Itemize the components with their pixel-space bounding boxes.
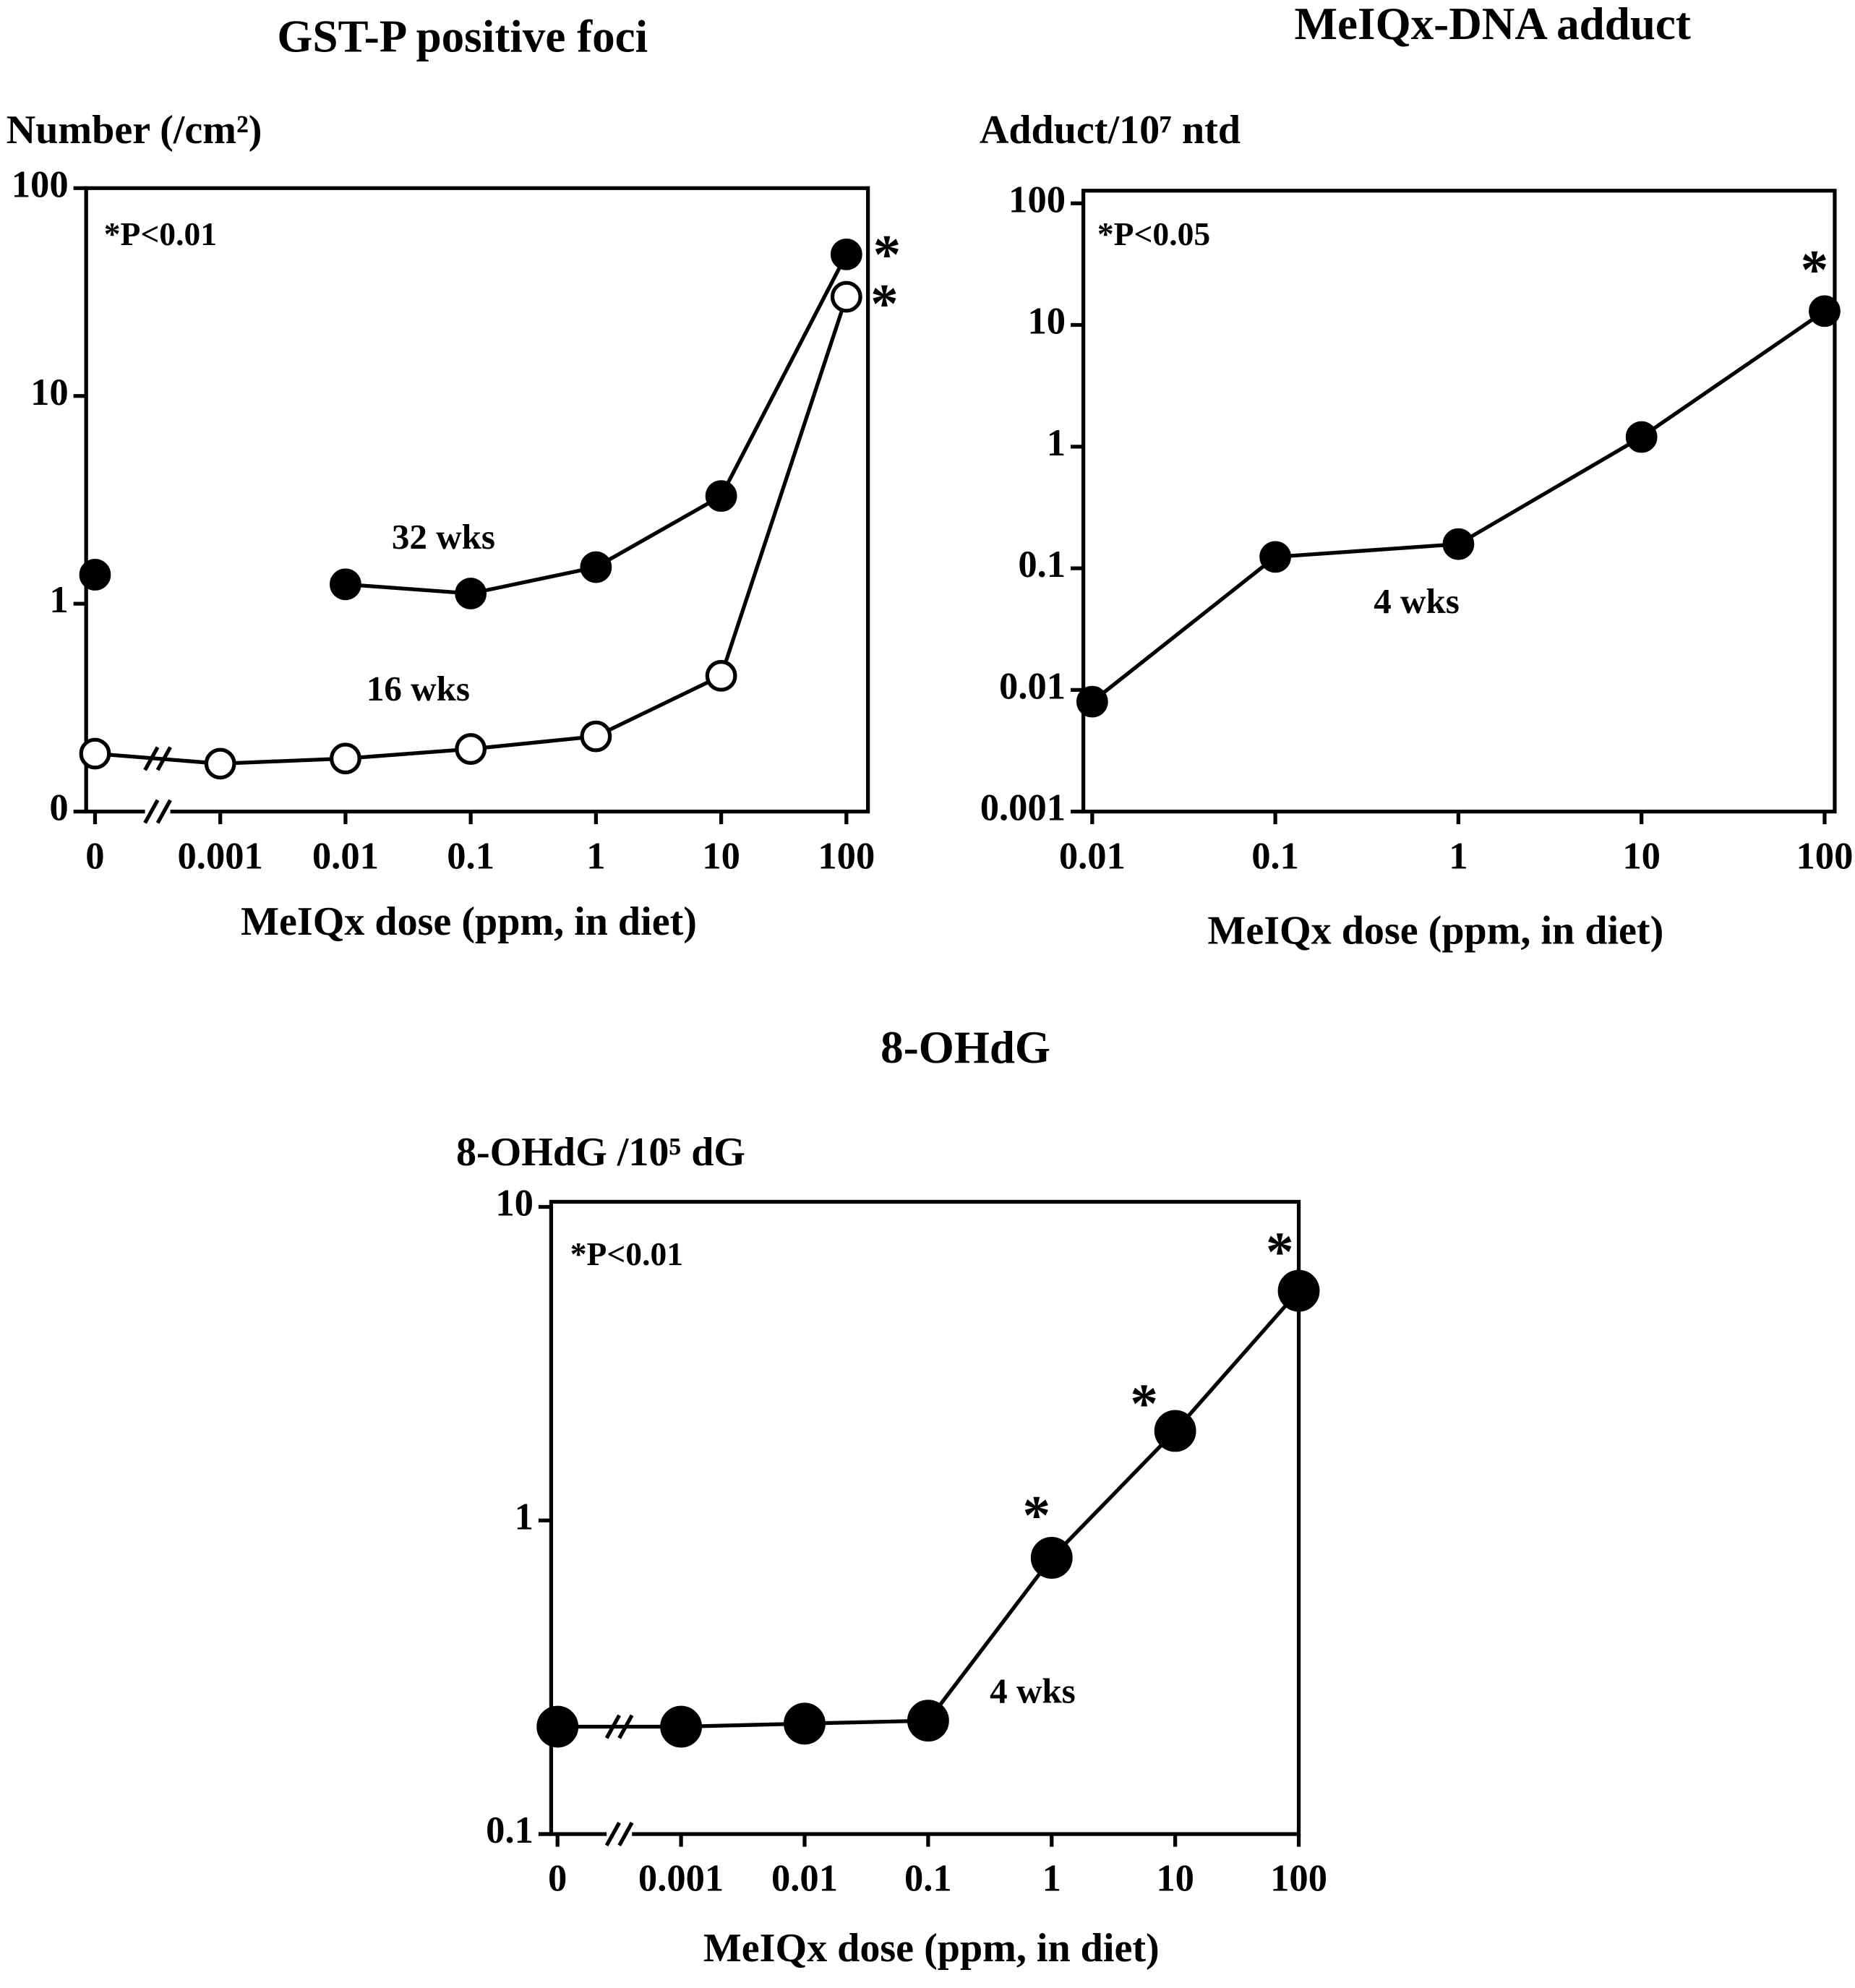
marker [79,737,111,770]
y-tick-label: 1 [1047,422,1066,464]
marker [580,720,612,753]
chart-title: 8-OHdG [881,1022,1050,1073]
axis-break [604,1822,621,1847]
axis-break [155,799,172,824]
marker [1442,528,1475,560]
marker [705,659,737,692]
marker [784,1702,826,1745]
axis-break-gap [607,1830,633,1838]
y-tick-label: 100 [12,163,69,205]
x-tick-label: 10 [1156,1858,1194,1900]
series-line [557,1289,1301,1729]
x-tick-label: 0.1 [447,835,494,877]
x-tick-label: 10 [702,835,740,877]
x-axis-label: MeIQx dose (ppm, in diet) [703,1926,1160,1971]
marker [660,1705,703,1748]
x-tick-label: 10 [1622,835,1661,877]
marker [79,559,111,591]
annotation: * [1266,1220,1294,1282]
marker [580,551,612,583]
annotation: * [1022,1484,1050,1546]
x-tick-label: 0.01 [1059,835,1126,877]
y-axis-label: Adduct/10⁷ ntd [980,108,1241,153]
series-label: 32 wks [392,517,495,557]
plot-frame [84,186,870,814]
y-axis-label: 8-OHdG /10⁵ dG [456,1130,745,1175]
annotation: * [1801,239,1829,301]
y-tick-label: 0 [49,787,68,829]
line-break [155,746,172,771]
series-line [1091,309,1826,703]
marker [907,1700,949,1742]
y-tick-label: 0.01 [999,665,1066,707]
y-tick-label: 0.001 [980,787,1066,829]
marker [830,238,862,270]
annotation: *P<0.05 [1097,215,1210,252]
x-tick-label: 0.001 [178,835,263,877]
x-tick-label: 100 [818,835,875,877]
series-label: 4 wks [990,1671,1076,1711]
chart-title: GST-P positive foci [277,11,648,61]
marker [830,280,862,313]
y-tick-label: 100 [1008,179,1066,220]
marker [1259,541,1292,573]
line-break [617,1714,634,1739]
y-tick-label: 1 [515,1496,534,1538]
line-break [604,1714,621,1739]
series-label: 4 wks [1374,581,1460,621]
annotation: *P<0.01 [570,1235,683,1272]
x-tick-label: 1 [1449,835,1468,877]
marker [455,578,487,609]
marker [330,568,361,601]
marker [1076,685,1108,718]
y-axis-label: Number (/cm²) [7,108,262,153]
annotation: * [873,223,901,286]
y-tick-label: 0.1 [1018,544,1066,586]
marker [1277,1269,1320,1312]
series-label: 16 wks [367,669,470,708]
y-tick-label: 1 [49,579,68,621]
plot-frame [549,1199,1301,1836]
marker [1625,421,1658,453]
marker [705,480,737,513]
x-tick-label: 0.1 [1251,835,1299,877]
marker [455,733,487,765]
marker [204,747,236,780]
x-axis-label: MeIQx dose (ppm, in diet) [241,899,697,944]
axis-break [617,1822,634,1847]
chart-title: MeIQx-DNA adduct [1295,0,1691,49]
y-tick-label: 10 [1027,301,1066,343]
x-tick-label: 100 [1796,835,1853,877]
x-tick-label: 0.1 [904,1858,952,1900]
x-tick-label: 0.001 [638,1858,724,1900]
x-axis-label: MeIQx dose (ppm, in diet) [1207,908,1663,953]
y-tick-label: 10 [495,1183,534,1225]
marker [1809,295,1841,327]
marker [536,1705,579,1748]
x-tick-label: 1 [586,835,605,877]
marker [330,742,361,775]
x-tick-label: 0 [85,835,104,877]
x-tick-label: 100 [1270,1858,1327,1900]
marker [1154,1410,1196,1452]
y-tick-label: 0.1 [486,1809,534,1851]
plot-frame [1081,189,1837,814]
annotation: * [870,273,899,335]
marker [1030,1537,1073,1579]
y-tick-label: 10 [30,372,69,414]
annotation: * [1130,1373,1158,1435]
x-tick-label: 0.01 [771,1858,838,1900]
x-tick-label: 0.01 [312,835,379,877]
axis-break [143,799,160,824]
axis-break-gap [145,807,171,815]
x-tick-label: 1 [1042,1858,1061,1900]
x-tick-label: 0 [548,1858,567,1900]
annotation: *P<0.01 [104,215,217,252]
line-break [143,746,160,771]
